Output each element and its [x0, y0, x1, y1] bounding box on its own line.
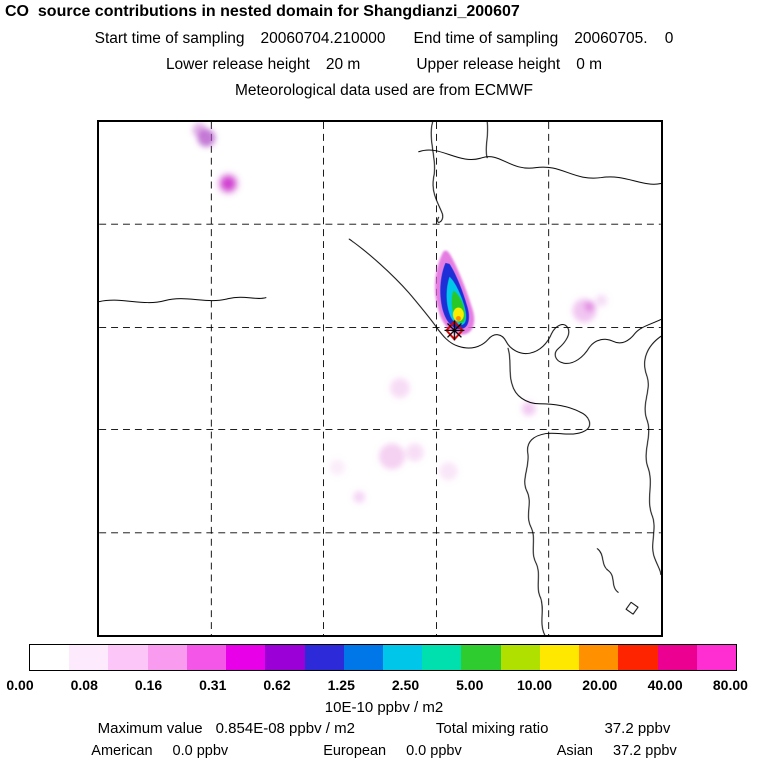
coast-upper-right [418, 149, 661, 185]
colorbar-segment [343, 645, 383, 670]
colorbar-tick-label: 0.00 [6, 677, 34, 693]
border-west [99, 296, 267, 304]
region-asian-value: 37.2 ppbv [613, 743, 677, 759]
region-american-value: 0.0 ppbv [172, 743, 229, 759]
colorbar-segment [69, 645, 109, 670]
colorbar-tick-label: 10.00 [517, 677, 553, 693]
colorbar-tick-label: 0.16 [134, 677, 163, 693]
colorbar-segment [30, 645, 70, 670]
plume [435, 250, 475, 335]
region-european-label: European [323, 743, 387, 759]
map-svg [99, 122, 661, 635]
lower-height-value: 20 m [325, 56, 361, 73]
upper-height-value: 0 m [576, 56, 603, 73]
upper-height-label: Upper release height [416, 56, 561, 73]
colorbar-tick-label: 1.25 [327, 677, 355, 693]
colorbar-tick-label: 20.00 [582, 677, 618, 693]
coast-bohai [348, 238, 661, 364]
start-time-label: Start time of sampling [94, 30, 245, 47]
colorbar-segment [265, 645, 305, 670]
colorbar-tick-label: 5.00 [456, 677, 484, 693]
colorbar-segment [657, 645, 697, 670]
coast-islands [596, 548, 639, 615]
colorbar-tick-label: 0.08 [70, 677, 98, 693]
colorbar-segment [147, 645, 187, 670]
total-mixing-value: 37.2 ppbv [604, 720, 671, 737]
met-data-line: Meteorological data used are from ECMWF [0, 82, 768, 100]
max-value-row: Maximum value 0.854E-08 ppbv / m2 Total … [0, 720, 768, 737]
colorbar-segment [422, 645, 462, 670]
coast-shandong-south [507, 347, 591, 635]
end-time-label: End time of sampling [413, 30, 559, 47]
sampling-time-line: Start time of sampling 20060704.210000 E… [0, 30, 768, 48]
colorbar-tick-label: 80.00 [712, 677, 748, 693]
colorbar-segment [186, 645, 227, 670]
receptor-marker [444, 319, 465, 341]
colorbar-tick-label: 40.00 [647, 677, 683, 693]
colorbar [29, 644, 737, 671]
colorbar-segment [382, 645, 423, 670]
met-data-text: Meteorological data used are from ECMWF [234, 82, 534, 99]
coast-upper-spur [485, 122, 489, 159]
start-time-value: 20060704.210000 [260, 30, 386, 47]
graticule-gridlines [99, 122, 661, 635]
concentration-smudges [192, 122, 608, 504]
maximum-label: Maximum value [97, 720, 203, 737]
coast-korea [644, 335, 661, 575]
colorbar-units: 10E-10 ppbv / m2 [324, 699, 444, 716]
colorbar-ticks: 0.00 0.08 0.16 0.31 0.62 1.25 2.50 5.00 10.00 20.… [3, 677, 748, 693]
figure-title: CO source contributions in nested domain… [5, 3, 520, 20]
coastline-paths [99, 122, 661, 635]
region-european-value: 0.0 ppbv [406, 743, 462, 759]
release-height-line: Lower release height 20 m Upper release … [0, 56, 768, 74]
colorbar-tick-label: 0.31 [199, 677, 227, 693]
map-panel [97, 120, 663, 637]
colorbar-segment [304, 645, 344, 670]
maximum-value: 0.854E-08 ppbv / m2 [215, 720, 355, 737]
colorbar-segment [618, 645, 658, 670]
end-time-value: 20060705. 0 [574, 30, 674, 47]
region-american-label: American [91, 743, 153, 759]
region-contributions-row: American 0.0 ppbv European 0.0 ppbv Asia… [0, 743, 768, 759]
colorbar-segment [108, 645, 148, 670]
region-asian-label: Asian [556, 743, 593, 759]
colorbar-segment [539, 645, 580, 670]
colorbar-segment [696, 645, 736, 670]
total-mixing-label: Total mixing ratio [435, 720, 549, 737]
colorbar-segment [226, 645, 266, 670]
colorbar-tick-label: 2.50 [391, 677, 420, 693]
colorbar-segment [461, 645, 501, 670]
colorbar-tick-label: 0.62 [263, 677, 291, 693]
colorbar-segment [500, 645, 540, 670]
colorbar-segment [579, 645, 619, 670]
lower-height-label: Lower release height [165, 56, 310, 73]
